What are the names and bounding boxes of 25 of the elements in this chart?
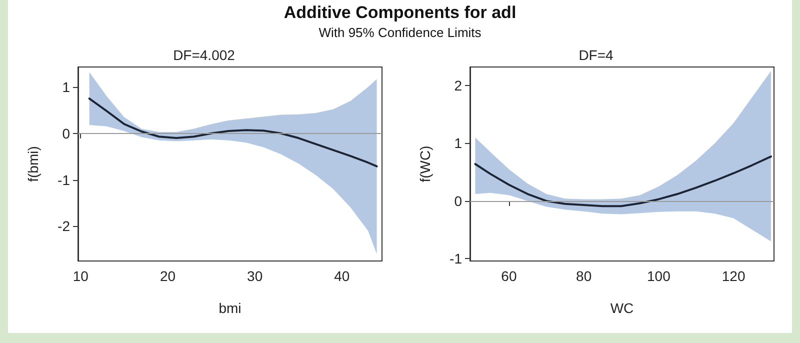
y-tick-label: 0	[62, 125, 70, 142]
x-tick-label: 40	[334, 268, 350, 284]
text: With 95% Confidence Limits	[318, 24, 482, 41]
y-tick-label: 1	[62, 78, 70, 95]
chart-title: DF=4	[578, 47, 614, 63]
x-axis-title: bmi	[218, 300, 242, 316]
y-tick-label: -2	[58, 218, 70, 234]
y-tick-label: 2	[454, 77, 462, 94]
text: Additive Components for adl	[282, 2, 518, 24]
x-tick-label: 80	[576, 268, 592, 284]
x-tick-label: 100	[647, 268, 671, 284]
x-tick-label: 60	[501, 268, 517, 284]
y-axis-title: f(bmi)	[25, 146, 41, 182]
y-axis-title: f(WC)	[417, 146, 433, 182]
y-tick-label: -1	[450, 250, 462, 267]
y-tick-label: 0	[454, 192, 462, 209]
x-tick-label: 20	[160, 268, 176, 284]
x-axis-title: WC	[610, 300, 634, 316]
line-series	[474, 155, 772, 208]
x-tick-label: 10	[72, 268, 89, 284]
x-tick-label: 30	[247, 268, 263, 284]
x-tick-label: 120	[722, 268, 746, 284]
y-tick-label: 1	[454, 135, 462, 152]
y-tick-label: -1	[58, 172, 70, 188]
chart-title: DF=4.002	[173, 47, 236, 63]
